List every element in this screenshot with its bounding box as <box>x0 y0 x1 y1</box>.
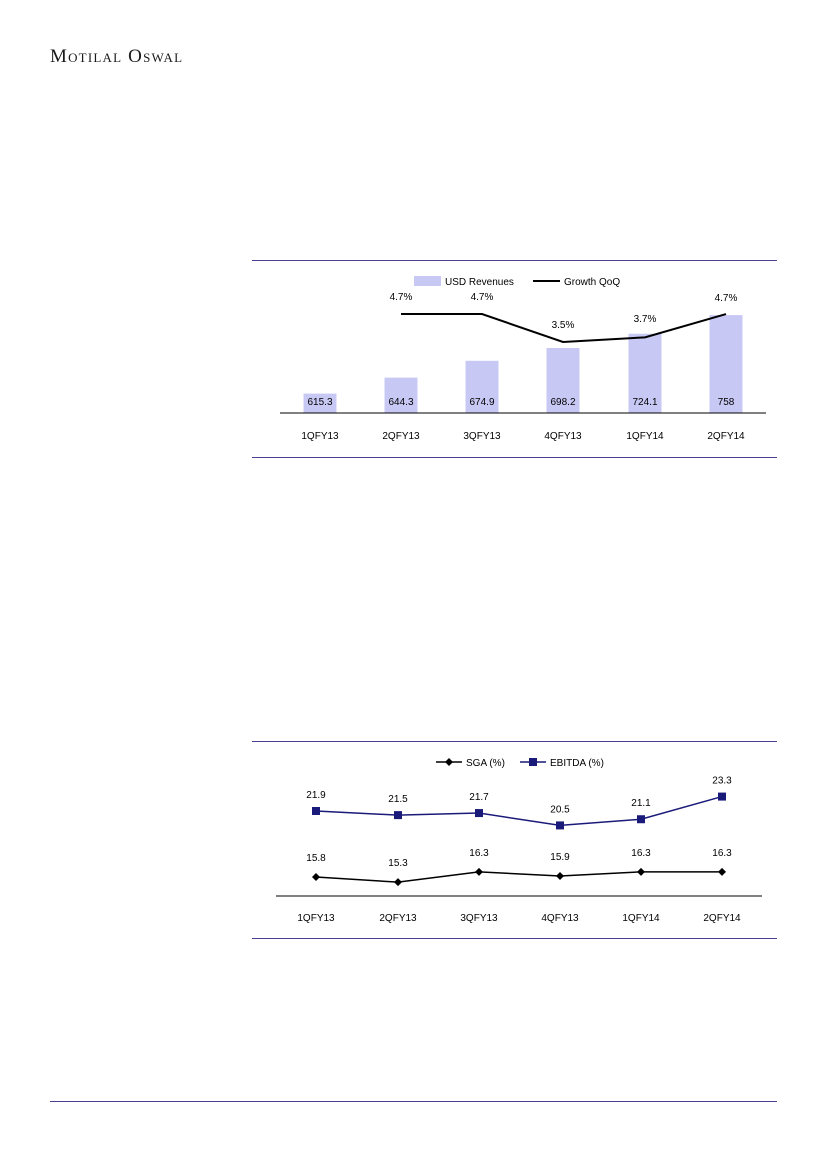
bar-value-label: 758 <box>718 397 735 408</box>
sga-marker <box>312 873 320 881</box>
ebitda-value-label: 21.9 <box>306 790 326 801</box>
growth-value-label: 4.7% <box>715 293 738 304</box>
growth-value-label: 4.7% <box>471 292 494 303</box>
bar-usd-revenues <box>546 347 580 413</box>
bar-value-label: 674.9 <box>469 397 494 408</box>
ebitda-value-label: 20.5 <box>550 804 570 815</box>
sga-marker <box>475 867 483 876</box>
bar-value-label: 724.1 <box>632 397 657 408</box>
x-tick-label: 2QFY13 <box>379 913 417 924</box>
bar-value-label: 644.3 <box>388 397 413 408</box>
sga-value-label: 16.3 <box>712 848 732 859</box>
ebitda-marker <box>718 792 726 801</box>
legend-label-growth-qoq: Growth QoQ <box>564 277 620 288</box>
x-tick-label: 3QFY13 <box>463 431 501 442</box>
bar-value-label: 698.2 <box>550 397 575 408</box>
growth-value-label: 3.7% <box>634 314 657 325</box>
ebitda-line <box>315 795 723 827</box>
x-tick-label: 2QFY14 <box>707 431 745 442</box>
sga-marker <box>556 871 564 880</box>
x-tick-label: 1QFY14 <box>626 431 664 442</box>
sga-marker <box>718 867 726 876</box>
chart1-top-rule <box>252 260 777 261</box>
bar-usd-revenues <box>384 377 418 413</box>
sga-value-label: 15.3 <box>388 858 408 869</box>
brand-logo: Motilal Oswal <box>50 46 184 67</box>
legend-marker-ebitda <box>529 758 537 766</box>
x-tick-label: 3QFY13 <box>460 913 498 924</box>
legend-label-usd-revenues: USD Revenues <box>445 277 514 288</box>
growth-value-label: 4.7% <box>390 292 413 303</box>
ebitda-marker <box>475 809 483 818</box>
legend-marker-sga <box>445 758 453 766</box>
sga-value-label: 15.8 <box>306 853 326 864</box>
sga-value-label: 16.3 <box>631 848 651 859</box>
legend-label-ebitda: EBITDA (%) <box>550 758 604 769</box>
x-tick-label: 1QFY13 <box>301 431 339 442</box>
bar-usd-revenues <box>628 333 662 413</box>
legend-label-sga: SGA (%) <box>466 758 505 769</box>
growth-qoq-line <box>401 313 727 344</box>
footer-rule <box>50 1101 777 1102</box>
x-tick-label: 1QFY13 <box>297 913 335 924</box>
sga-value-label: 16.3 <box>469 848 489 859</box>
ebitda-marker <box>312 807 320 815</box>
sga-marker <box>637 867 645 876</box>
bar-usd-revenues <box>465 360 499 413</box>
x-tick-label: 2QFY13 <box>382 431 420 442</box>
ebitda-value-label: 21.1 <box>631 798 651 809</box>
ebitda-marker <box>394 811 402 820</box>
x-tick-label: 4QFY13 <box>541 913 579 924</box>
chart2-top-rule <box>252 741 777 742</box>
ebitda-value-label: 23.3 <box>712 776 732 787</box>
x-tick-label: 4QFY13 <box>544 431 582 442</box>
bar-usd-revenues <box>709 315 743 413</box>
legend-swatch-usd-revenues <box>414 276 441 286</box>
ebitda-value-label: 21.7 <box>469 792 489 803</box>
bar-usd-revenues <box>303 393 337 413</box>
chart2-bottom-rule <box>252 938 777 939</box>
chart1-bottom-rule <box>252 457 777 458</box>
sga-value-label: 15.9 <box>550 852 570 863</box>
sga-line <box>315 871 722 883</box>
bar-value-label: 615.3 <box>307 397 332 408</box>
x-tick-label: 1QFY14 <box>622 913 660 924</box>
ebitda-marker <box>637 815 645 824</box>
ebitda-marker <box>556 821 564 830</box>
sga-marker <box>394 878 402 887</box>
growth-value-label: 3.5% <box>552 320 575 331</box>
x-tick-label: 2QFY14 <box>703 913 741 924</box>
ebitda-value-label: 21.5 <box>388 794 408 805</box>
